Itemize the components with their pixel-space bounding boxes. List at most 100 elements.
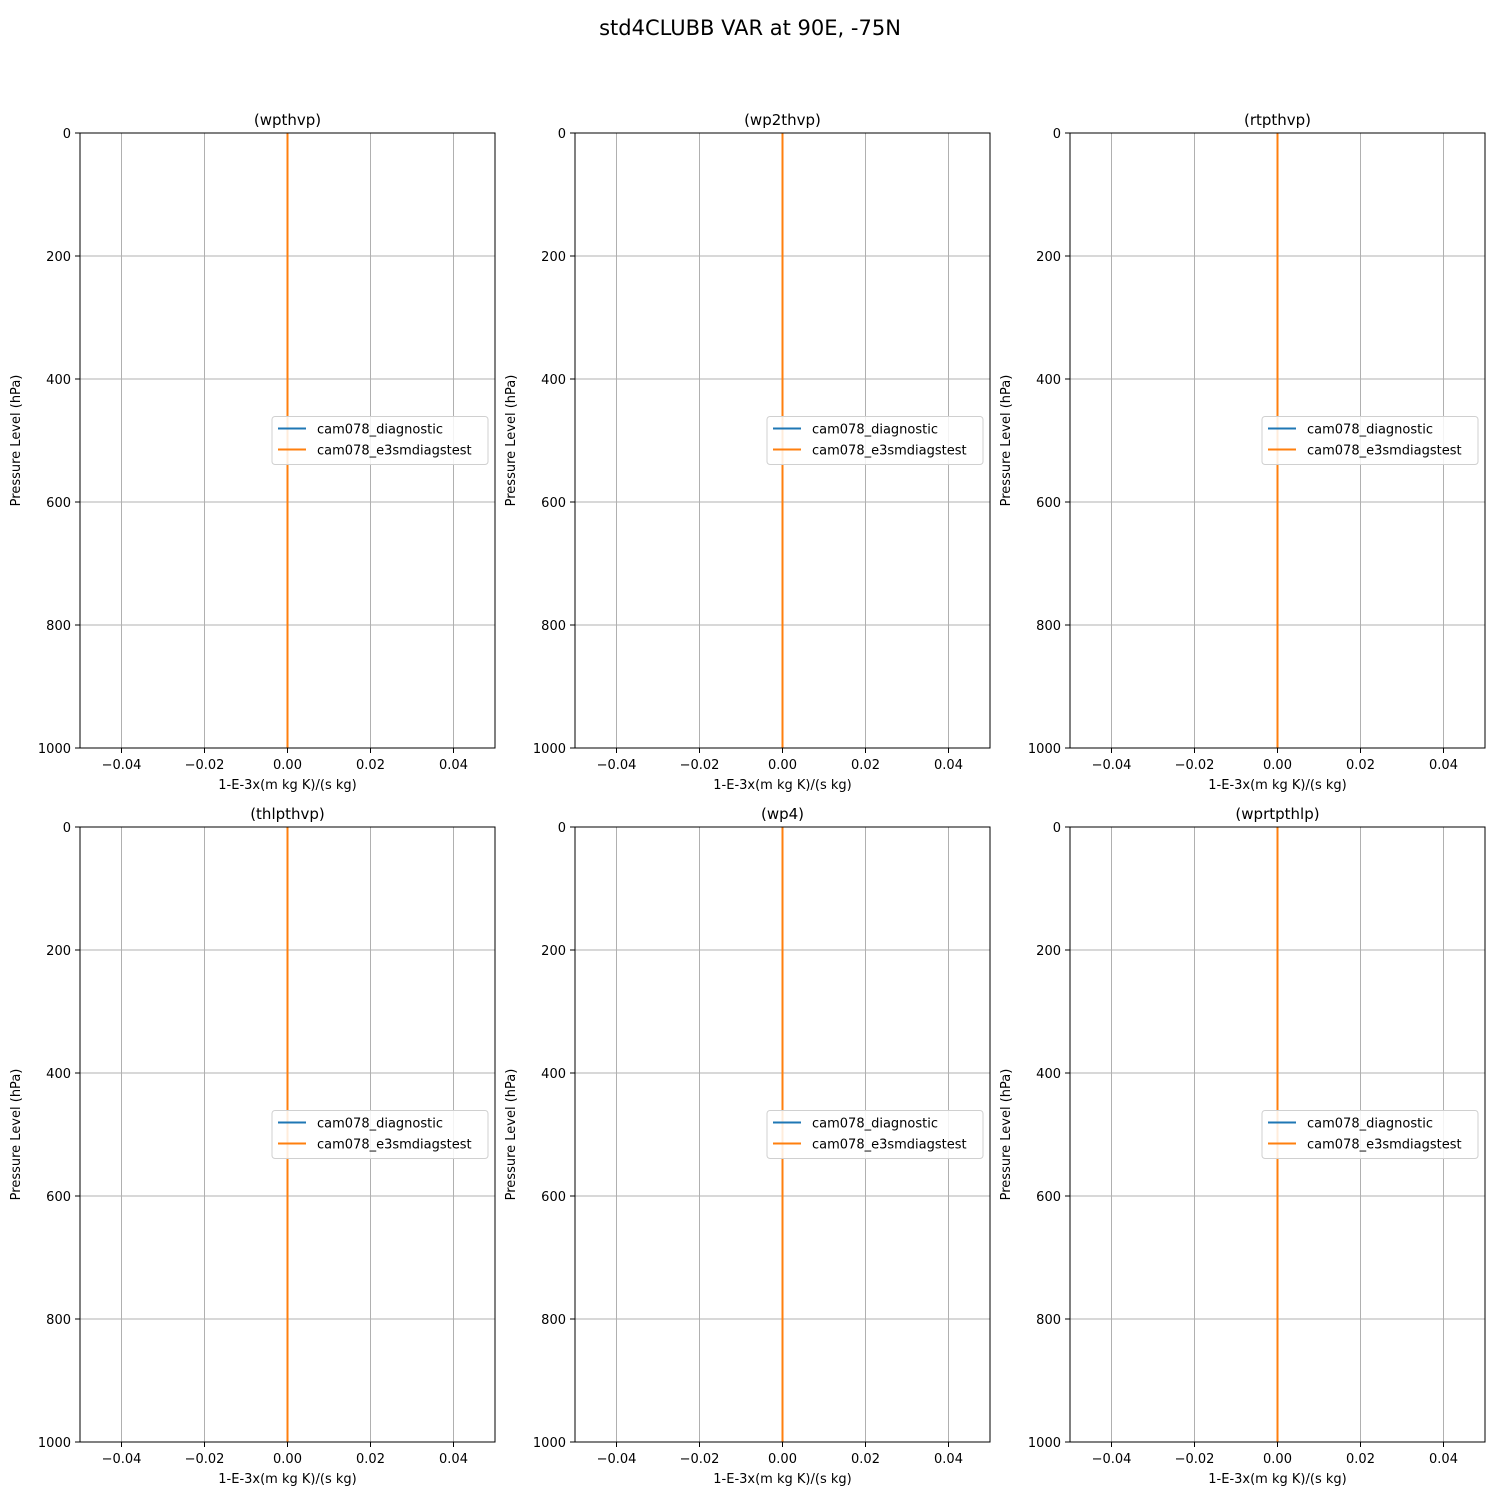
legend-label-1: cam078_diagnostic — [317, 1117, 443, 1132]
y-axis-label: Pressure Level (hPa) — [9, 375, 24, 507]
x-tick-label: 0.04 — [439, 758, 468, 773]
x-tick-label: −0.04 — [102, 758, 142, 773]
x-tick-label: 0.00 — [768, 1452, 797, 1467]
legend: cam078_diagnostic cam078_e3smdiagstest — [766, 416, 984, 465]
x-tick-label: 0.02 — [1346, 758, 1375, 773]
legend: cam078_diagnostic cam078_e3smdiagstest — [1261, 416, 1479, 465]
y-tick-label: 0 — [1053, 821, 1061, 836]
y-tick-label: 600 — [1036, 496, 1061, 511]
y-tick-label: 1000 — [533, 1436, 566, 1451]
x-tick-label: −0.02 — [185, 758, 225, 773]
subplot-1: −0.04 −0.02 0.00 0.02 0.04 0 200 400 600 800 1000 (… — [9, 111, 496, 793]
legend-label-1: cam078_diagnostic — [1307, 1117, 1433, 1132]
figure-title: std4CLUBB VAR at 90E, -75N — [599, 16, 901, 40]
legend-label-2: cam078_e3smdiagstest — [317, 1138, 472, 1153]
subplot-title: (wp4) — [761, 805, 804, 823]
subplot-title: (thlpthvp) — [250, 805, 325, 823]
legend: cam078_diagnostic cam078_e3smdiagstest — [1261, 1110, 1479, 1159]
x-tick-label: −0.02 — [1175, 758, 1215, 773]
x-tick-label: −0.04 — [597, 758, 637, 773]
y-axis-label: Pressure Level (hPa) — [504, 1069, 519, 1201]
legend-box — [271, 1110, 489, 1159]
y-tick-label: 0 — [558, 821, 566, 836]
x-tick-label: −0.02 — [185, 1452, 225, 1467]
x-tick-label: −0.04 — [597, 1452, 637, 1467]
y-tick-label: 400 — [541, 1067, 566, 1082]
legend: cam078_diagnostic cam078_e3smdiagstest — [766, 1110, 984, 1159]
y-tick-label: 0 — [1053, 127, 1061, 142]
y-tick-label: 400 — [46, 373, 71, 388]
x-tick-label: 0.00 — [768, 758, 797, 773]
legend: cam078_diagnostic cam078_e3smdiagstest — [271, 1110, 489, 1159]
y-tick-label: 200 — [541, 250, 566, 265]
y-tick-label: 200 — [541, 944, 566, 959]
x-tick-label: −0.04 — [102, 1452, 142, 1467]
x-tick-label: −0.04 — [1092, 1452, 1132, 1467]
x-tick-label: 0.04 — [934, 1452, 963, 1467]
y-tick-label: 800 — [1036, 1313, 1061, 1328]
x-tick-label: −0.04 — [1092, 758, 1132, 773]
x-tick-label: 0.02 — [851, 758, 880, 773]
legend-label-1: cam078_diagnostic — [1307, 423, 1433, 438]
y-tick-label: 600 — [46, 496, 71, 511]
x-tick-label: 0.00 — [1263, 758, 1292, 773]
x-axis-label: 1-E-3x(m kg K)/(s kg) — [218, 778, 356, 793]
y-tick-label: 1000 — [38, 1436, 71, 1451]
y-tick-label: 400 — [1036, 1067, 1061, 1082]
legend-label-2: cam078_e3smdiagstest — [1307, 444, 1462, 459]
subplot-title: (wpthvp) — [254, 111, 321, 129]
legend-label-2: cam078_e3smdiagstest — [317, 444, 472, 459]
y-tick-label: 1000 — [1028, 742, 1061, 757]
subplot-title: (rtpthvp) — [1244, 111, 1311, 129]
legend: cam078_diagnostic cam078_e3smdiagstest — [271, 416, 489, 465]
y-tick-label: 600 — [46, 1190, 71, 1205]
x-axis-label: 1-E-3x(m kg K)/(s kg) — [218, 1472, 356, 1487]
y-tick-label: 0 — [63, 821, 71, 836]
subplot-3: −0.04 −0.02 0.00 0.02 0.04 0 200 400 600 800 1000 (… — [999, 111, 1486, 793]
y-axis-label: Pressure Level (hPa) — [999, 375, 1014, 507]
x-tick-label: 0.04 — [1429, 758, 1458, 773]
y-tick-label: 0 — [558, 127, 566, 142]
x-tick-label: 0.02 — [356, 1452, 385, 1467]
subplot-2: −0.04 −0.02 0.00 0.02 0.04 0 200 400 600 800 1000 (… — [504, 111, 991, 793]
y-tick-label: 400 — [46, 1067, 71, 1082]
y-tick-label: 200 — [1036, 250, 1061, 265]
x-axis-label: 1-E-3x(m kg K)/(s kg) — [713, 1472, 851, 1487]
y-tick-label: 200 — [1036, 944, 1061, 959]
x-tick-label: 0.04 — [439, 1452, 468, 1467]
x-tick-label: 0.02 — [1346, 1452, 1375, 1467]
legend-box — [1261, 1110, 1479, 1159]
x-axis-label: 1-E-3x(m kg K)/(s kg) — [1208, 1472, 1346, 1487]
y-tick-label: 800 — [1036, 619, 1061, 634]
legend-label-1: cam078_diagnostic — [317, 423, 443, 438]
x-tick-label: 0.04 — [1429, 1452, 1458, 1467]
y-axis-label: Pressure Level (hPa) — [504, 375, 519, 507]
y-tick-label: 1000 — [533, 742, 566, 757]
y-tick-label: 800 — [541, 619, 566, 634]
legend-label-1: cam078_diagnostic — [812, 1117, 938, 1132]
subplot-title: (wp2thvp) — [744, 111, 821, 129]
legend-box — [1261, 416, 1479, 465]
subplot-5: −0.04 −0.02 0.00 0.02 0.04 0 200 400 600 800 1000 (… — [504, 805, 991, 1487]
legend-label-2: cam078_e3smdiagstest — [812, 444, 967, 459]
y-tick-label: 600 — [541, 496, 566, 511]
y-axis-label: Pressure Level (hPa) — [999, 1069, 1014, 1201]
x-tick-label: 0.00 — [273, 1452, 302, 1467]
legend-label-2: cam078_e3smdiagstest — [1307, 1138, 1462, 1153]
y-tick-label: 200 — [46, 250, 71, 265]
x-tick-label: −0.02 — [680, 1452, 720, 1467]
subplot-title: (wprtpthlp) — [1235, 805, 1319, 823]
y-tick-label: 600 — [1036, 1190, 1061, 1205]
x-axis-label: 1-E-3x(m kg K)/(s kg) — [1208, 778, 1346, 793]
x-tick-label: −0.02 — [1175, 1452, 1215, 1467]
x-tick-label: 0.04 — [934, 758, 963, 773]
y-tick-label: 400 — [1036, 373, 1061, 388]
legend-label-1: cam078_diagnostic — [812, 423, 938, 438]
y-tick-label: 0 — [63, 127, 71, 142]
legend-box — [766, 416, 984, 465]
y-tick-label: 200 — [46, 944, 71, 959]
x-tick-label: 0.00 — [273, 758, 302, 773]
subplot-4: −0.04 −0.02 0.00 0.02 0.04 0 200 400 600 800 1000 (… — [9, 805, 496, 1487]
legend-label-2: cam078_e3smdiagstest — [812, 1138, 967, 1153]
